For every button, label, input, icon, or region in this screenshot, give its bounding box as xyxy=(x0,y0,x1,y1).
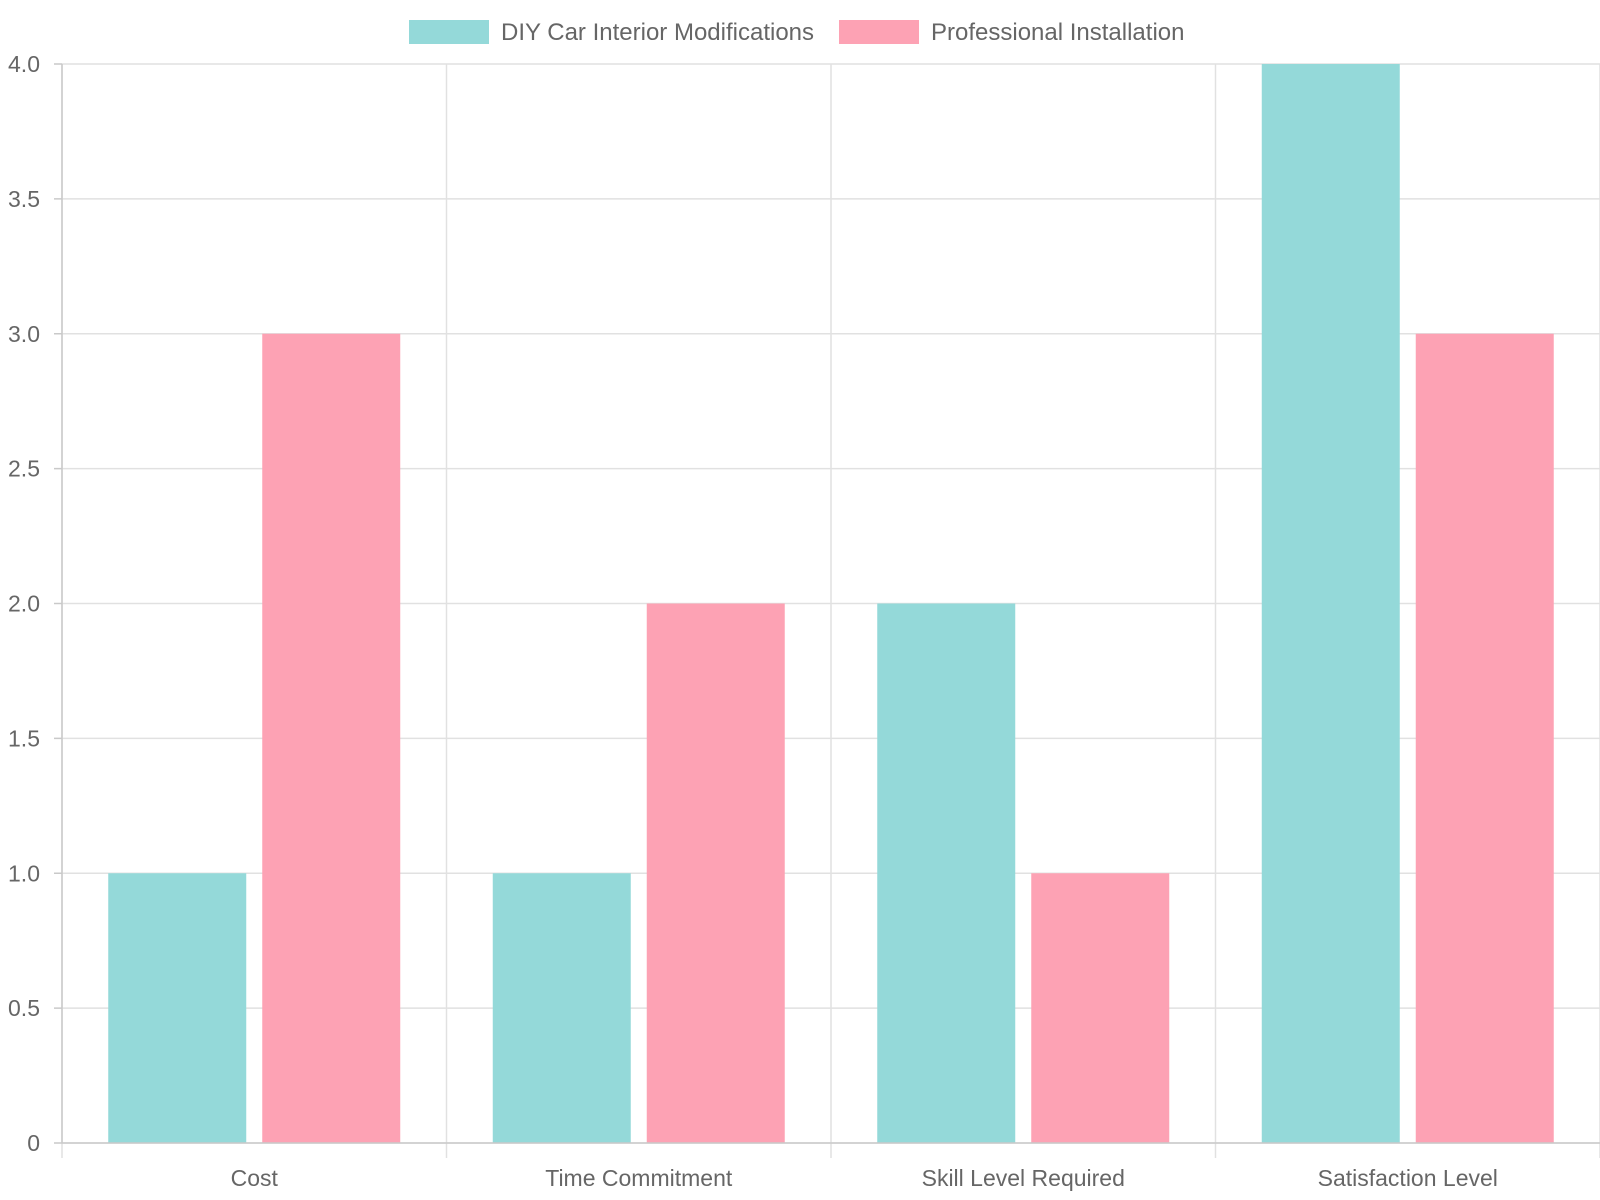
bar-professional-time-commitment[interactable] xyxy=(646,603,785,1144)
chart-bars xyxy=(108,64,1554,1143)
bar-professional-satisfaction-level[interactable] xyxy=(1415,333,1554,1143)
y-axis-ticks: 0 0.5 1.0 1.5 2.0 2.5 3.0 3.5 4.0 xyxy=(8,51,62,1156)
legend-label-diy[interactable]: DIY Car Interior Modifications xyxy=(501,19,814,46)
y-tick-label: 2.5 xyxy=(8,456,40,482)
bar-diy-skill-level-required[interactable] xyxy=(877,603,1016,1144)
chart-legend: DIY Car Interior Modifications Professio… xyxy=(409,19,1184,46)
x-category-label: Satisfaction Level xyxy=(1318,1165,1498,1191)
x-category-label: Skill Level Required xyxy=(922,1165,1125,1191)
y-tick-label: 0.5 xyxy=(8,995,40,1021)
legend-swatch-diy[interactable] xyxy=(409,20,489,44)
y-tick-label: 4.0 xyxy=(8,51,40,77)
y-tick-label: 3.5 xyxy=(8,186,40,212)
bar-diy-time-commitment[interactable] xyxy=(492,873,631,1143)
legend-label-professional[interactable]: Professional Installation xyxy=(931,19,1184,46)
x-category-label: Cost xyxy=(231,1165,279,1191)
y-tick-label: 3.0 xyxy=(8,321,40,347)
legend-swatch-professional[interactable] xyxy=(839,20,919,44)
y-tick-label: 1.0 xyxy=(8,860,40,886)
y-tick-label: 2.0 xyxy=(8,591,40,617)
bar-professional-cost[interactable] xyxy=(262,333,401,1143)
bar-diy-satisfaction-level[interactable] xyxy=(1261,64,1400,1143)
bar-diy-cost[interactable] xyxy=(108,873,247,1143)
y-tick-label: 1.5 xyxy=(8,725,40,751)
bar-professional-skill-level-required[interactable] xyxy=(1031,873,1170,1143)
x-category-label: Time Commitment xyxy=(545,1165,733,1191)
y-tick-label: 0 xyxy=(27,1130,40,1156)
x-axis-categories: Cost Time Commitment Skill Level Required S… xyxy=(231,1165,1498,1191)
